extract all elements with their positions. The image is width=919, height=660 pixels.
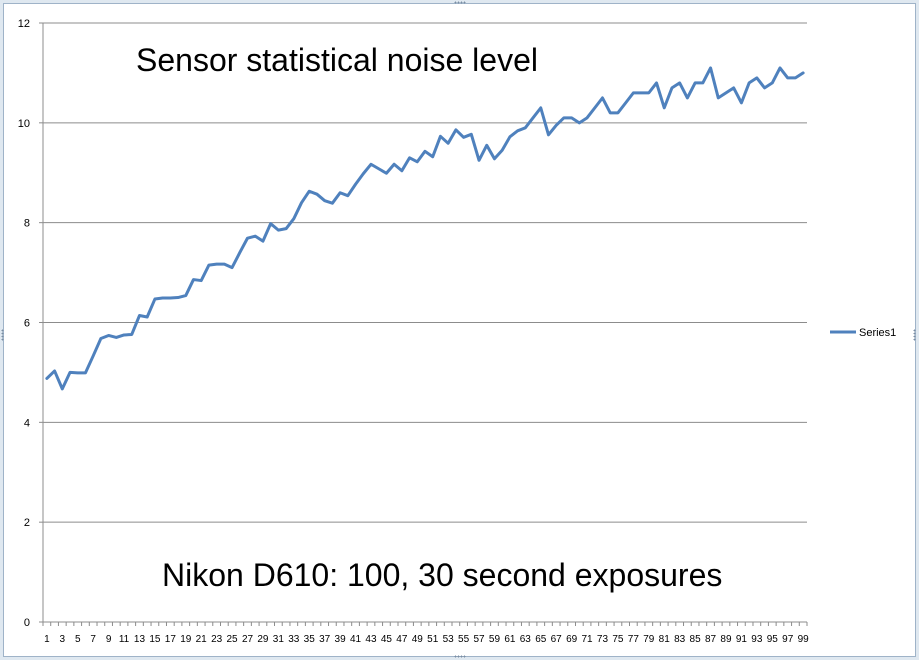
x-tick-label-43: 43 <box>365 634 377 645</box>
x-tick-label-13: 13 <box>134 634 146 645</box>
x-tick-label-91: 91 <box>736 634 748 645</box>
y-tick-label-10: 10 <box>18 118 30 130</box>
x-tick-label-39: 39 <box>335 634 347 645</box>
x-tick-label-93: 93 <box>751 634 763 645</box>
x-tick-label-35: 35 <box>304 634 316 645</box>
x-tick-label-21: 21 <box>196 634 208 645</box>
x-tick-label-37: 37 <box>319 634 331 645</box>
x-tick-label-31: 31 <box>273 634 285 645</box>
annotation-bottom: Nikon D610: 100, 30 second exposures <box>162 557 722 593</box>
plot-series <box>45 66 805 391</box>
x-tick-label-45: 45 <box>381 634 393 645</box>
x-tick-label-7: 7 <box>90 634 96 645</box>
x-tick-label-51: 51 <box>427 634 439 645</box>
x-tick-label-65: 65 <box>535 634 547 645</box>
resize-handle-top[interactable] <box>454 1 466 4</box>
resize-handle-right[interactable] <box>913 329 916 341</box>
x-tick-label-71: 71 <box>581 634 593 645</box>
x-tick-label-17: 17 <box>165 634 177 645</box>
x-tick-label-97: 97 <box>782 634 794 645</box>
y-tick-label-12: 12 <box>18 18 30 30</box>
x-tick-label-33: 33 <box>288 634 300 645</box>
x-tick-label-53: 53 <box>443 634 455 645</box>
x-tick-label-5: 5 <box>75 634 81 645</box>
x-tick-label-81: 81 <box>659 634 671 645</box>
y-tick-label-6: 6 <box>24 318 30 330</box>
axes <box>39 22 808 626</box>
y-tick-label-8: 8 <box>24 218 30 230</box>
x-tick-label-79: 79 <box>643 634 655 645</box>
x-tick-label-69: 69 <box>566 634 578 645</box>
x-tick-label-49: 49 <box>412 634 424 645</box>
legend-label-series1: Series1 <box>859 327 896 339</box>
x-tick-label-75: 75 <box>612 634 624 645</box>
x-tick-label-9: 9 <box>106 634 112 645</box>
y-tick-label-2: 2 <box>24 517 30 529</box>
y-axis-tick-labels: 0 2 4 6 8 10 12 <box>18 18 30 629</box>
x-tick-label-57: 57 <box>473 634 485 645</box>
x-tick-label-77: 77 <box>628 634 640 645</box>
x-tick-label-67: 67 <box>551 634 563 645</box>
annotation-top: Sensor statistical noise level <box>136 42 538 78</box>
legend: Series1 <box>830 327 896 339</box>
x-tick-label-27: 27 <box>242 634 254 645</box>
x-tick-label-3: 3 <box>60 634 66 645</box>
x-tick-label-19: 19 <box>180 634 192 645</box>
y-tick-label-0: 0 <box>24 617 30 629</box>
x-tick-label-25: 25 <box>227 634 239 645</box>
x-tick-label-47: 47 <box>396 634 408 645</box>
x-tick-label-11: 11 <box>119 634 130 645</box>
x-tick-label-63: 63 <box>520 634 532 645</box>
x-tick-label-55: 55 <box>458 634 470 645</box>
x-tick-label-73: 73 <box>597 634 609 645</box>
x-tick-label-85: 85 <box>690 634 702 645</box>
x-tick-label-23: 23 <box>211 634 223 645</box>
x-tick-label-87: 87 <box>705 634 717 645</box>
x-tick-label-59: 59 <box>489 634 501 645</box>
x-axis-tick-labels: 1 3 5 7 9 11 13 15 17 19 21 23 25 27 29 31 33 35 37 39 41 43 4… <box>44 634 809 645</box>
x-tick-label-95: 95 <box>767 634 779 645</box>
x-tick-label-29: 29 <box>257 634 269 645</box>
y-tick-label-4: 4 <box>24 417 30 429</box>
gridlines <box>43 22 807 523</box>
x-tick-label-61: 61 <box>504 634 516 645</box>
x-tick-label-89: 89 <box>720 634 732 645</box>
x-tick-label-1: 1 <box>44 634 50 645</box>
series-line-1 <box>45 66 805 391</box>
resize-handle-left[interactable] <box>1 329 4 341</box>
x-tick-label-83: 83 <box>674 634 686 645</box>
x-tick-label-41: 41 <box>350 634 362 645</box>
x-tick-label-99: 99 <box>798 634 810 645</box>
resize-handle-bottom[interactable] <box>454 655 466 658</box>
x-tick-label-15: 15 <box>149 634 161 645</box>
